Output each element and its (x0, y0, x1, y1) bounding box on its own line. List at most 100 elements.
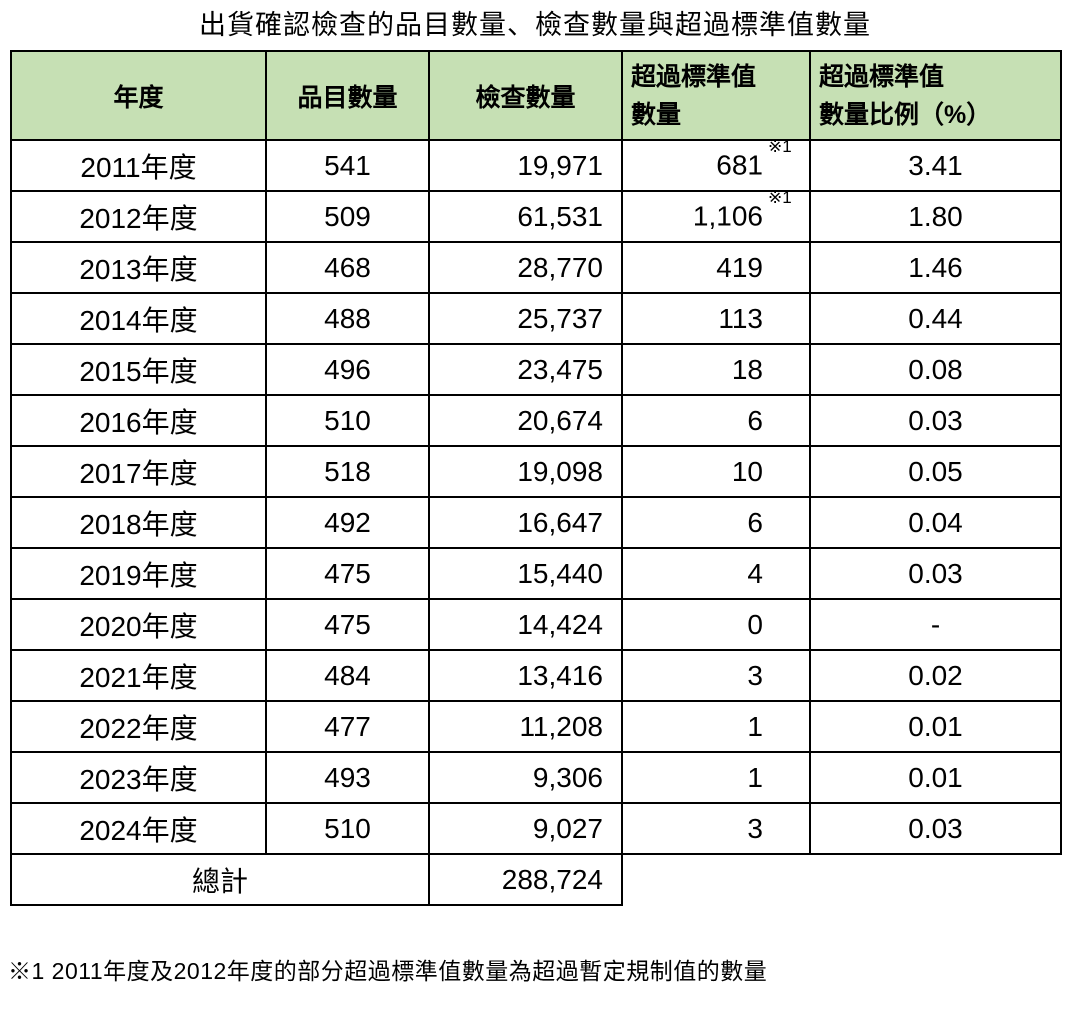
year-cell: 2024年度 (10, 802, 267, 855)
ratio-cell: - (809, 598, 1062, 651)
items-cell: 488 (265, 292, 430, 345)
header-exceed-line2: 數量 (631, 100, 682, 129)
exceed-value: 419 (716, 251, 763, 283)
table-row: 2022年度 477 11,208 1 0.01 (10, 700, 1062, 753)
table-row: 2011年度 541 19,971 681 ※1 3.41 (10, 139, 1062, 192)
items-cell: 541 (265, 139, 430, 192)
exceed-value: 3 (747, 659, 763, 691)
table-row: 2023年度 493 9,306 1 0.01 (10, 751, 1062, 804)
exceed-value: 1,106 (692, 200, 763, 232)
year-cell: 2023年度 (10, 751, 267, 804)
header-ratio-line2: 數量比例（%） (819, 100, 992, 129)
exceed-cell: 6 (621, 496, 811, 549)
items-cell: 492 (265, 496, 430, 549)
table-row: 2015年度 496 23,475 18 0.08 (10, 343, 1062, 396)
inspections-cell: 9,027 (428, 802, 623, 855)
exceed-cell: 0 (621, 598, 811, 651)
ratio-cell: 0.04 (809, 496, 1062, 549)
table-row: 2018年度 492 16,647 6 0.04 (10, 496, 1062, 549)
items-cell: 475 (265, 547, 430, 600)
ratio-cell: 3.41 (809, 139, 1062, 192)
year-cell: 2020年度 (10, 598, 267, 651)
exceed-value: 681 (716, 149, 763, 181)
items-cell: 484 (265, 649, 430, 702)
exceed-cell: 6 (621, 394, 811, 447)
table-body: 2011年度 541 19,971 681 ※1 3.41 2012年度 509 … (10, 139, 1062, 906)
exceed-value: 4 (747, 557, 763, 589)
inspections-cell: 16,647 (428, 496, 623, 549)
ratio-cell: 0.03 (809, 394, 1062, 447)
items-cell: 509 (265, 190, 430, 243)
exceed-value: 0 (747, 608, 763, 640)
header-ratio: 超過標準值 數量比例（%） (809, 50, 1062, 141)
ratio-cell: 0.01 (809, 700, 1062, 753)
year-cell: 2019年度 (10, 547, 267, 600)
header-exceed: 超過標準值 數量 (621, 50, 811, 141)
exceed-value: 6 (747, 506, 763, 538)
exceed-cell: 18 (621, 343, 811, 396)
table-row: 2017年度 518 19,098 10 0.05 (10, 445, 1062, 498)
year-cell: 2012年度 (10, 190, 267, 243)
table-row: 2020年度 475 14,424 0 - (10, 598, 1062, 651)
items-cell: 496 (265, 343, 430, 396)
exceed-cell: 3 (621, 649, 811, 702)
inspections-cell: 9,306 (428, 751, 623, 804)
exceed-cell: 1 (621, 700, 811, 753)
table-row: 2012年度 509 61,531 1,106 ※1 1.80 (10, 190, 1062, 243)
header-items: 品目數量 (265, 50, 430, 141)
inspections-cell: 61,531 (428, 190, 623, 243)
exceed-value: 3 (747, 812, 763, 844)
shipment-inspection-table: 年度 品目數量 檢查數量 超過標準值 數量 超過標準值 數量比例（%） 2011… (10, 50, 1062, 906)
year-cell: 2017年度 (10, 445, 267, 498)
ratio-cell: 0.05 (809, 445, 1062, 498)
table-row: 2021年度 484 13,416 3 0.02 (10, 649, 1062, 702)
year-cell: 2018年度 (10, 496, 267, 549)
exceed-cell: 1,106 ※1 (621, 190, 811, 243)
ratio-cell: 0.08 (809, 343, 1062, 396)
exceed-value: 1 (747, 761, 763, 793)
exceed-cell: 419 (621, 241, 811, 294)
exceed-cell: 1 (621, 751, 811, 804)
exceed-value: 6 (747, 404, 763, 436)
table-row: 2016年度 510 20,674 6 0.03 (10, 394, 1062, 447)
ratio-cell: 0.03 (809, 802, 1062, 855)
inspections-cell: 14,424 (428, 598, 623, 651)
inspections-cell: 20,674 (428, 394, 623, 447)
exceed-cell: 3 (621, 802, 811, 855)
table-row: 2013年度 468 28,770 419 1.46 (10, 241, 1062, 294)
inspections-cell: 23,475 (428, 343, 623, 396)
items-cell: 510 (265, 802, 430, 855)
header-row: 年度 品目數量 檢查數量 超過標準值 數量 超過標準值 數量比例（%） (10, 50, 1062, 141)
ratio-cell: 0.44 (809, 292, 1062, 345)
exceed-cell: 681 ※1 (621, 139, 811, 192)
exceed-value: 18 (731, 353, 763, 385)
header-exceed-line1: 超過標準值 (631, 62, 757, 91)
total-inspections-cell: 288,724 (428, 853, 623, 906)
table-row: 2014年度 488 25,737 113 0.44 (10, 292, 1062, 345)
inspections-cell: 19,098 (428, 445, 623, 498)
year-cell: 2013年度 (10, 241, 267, 294)
inspections-cell: 15,440 (428, 547, 623, 600)
year-cell: 2021年度 (10, 649, 267, 702)
inspections-cell: 11,208 (428, 700, 623, 753)
footnote-ref: ※1 (768, 140, 792, 157)
items-cell: 510 (265, 394, 430, 447)
items-cell: 493 (265, 751, 430, 804)
ratio-cell: 0.03 (809, 547, 1062, 600)
items-cell: 518 (265, 445, 430, 498)
inspections-cell: 13,416 (428, 649, 623, 702)
table-header: 年度 品目數量 檢查數量 超過標準值 數量 超過標準值 數量比例（%） (10, 50, 1062, 141)
ratio-cell: 1.46 (809, 241, 1062, 294)
ratio-cell: 0.02 (809, 649, 1062, 702)
total-label-cell: 總計 (10, 853, 430, 906)
total-row: 總計 288,724 (10, 853, 1061, 906)
page-title: 出貨確認檢查的品目數量、檢查數量與超過標準值數量 (199, 10, 871, 40)
table-row: 2024年度 510 9,027 3 0.03 (10, 802, 1062, 855)
inspections-cell: 19,971 (428, 139, 623, 192)
inspections-cell: 25,737 (428, 292, 623, 345)
header-ratio-line1: 超過標準值 (819, 62, 945, 91)
items-cell: 475 (265, 598, 430, 651)
ratio-cell: 1.80 (809, 190, 1062, 243)
year-cell: 2022年度 (10, 700, 267, 753)
exceed-cell: 10 (621, 445, 811, 498)
